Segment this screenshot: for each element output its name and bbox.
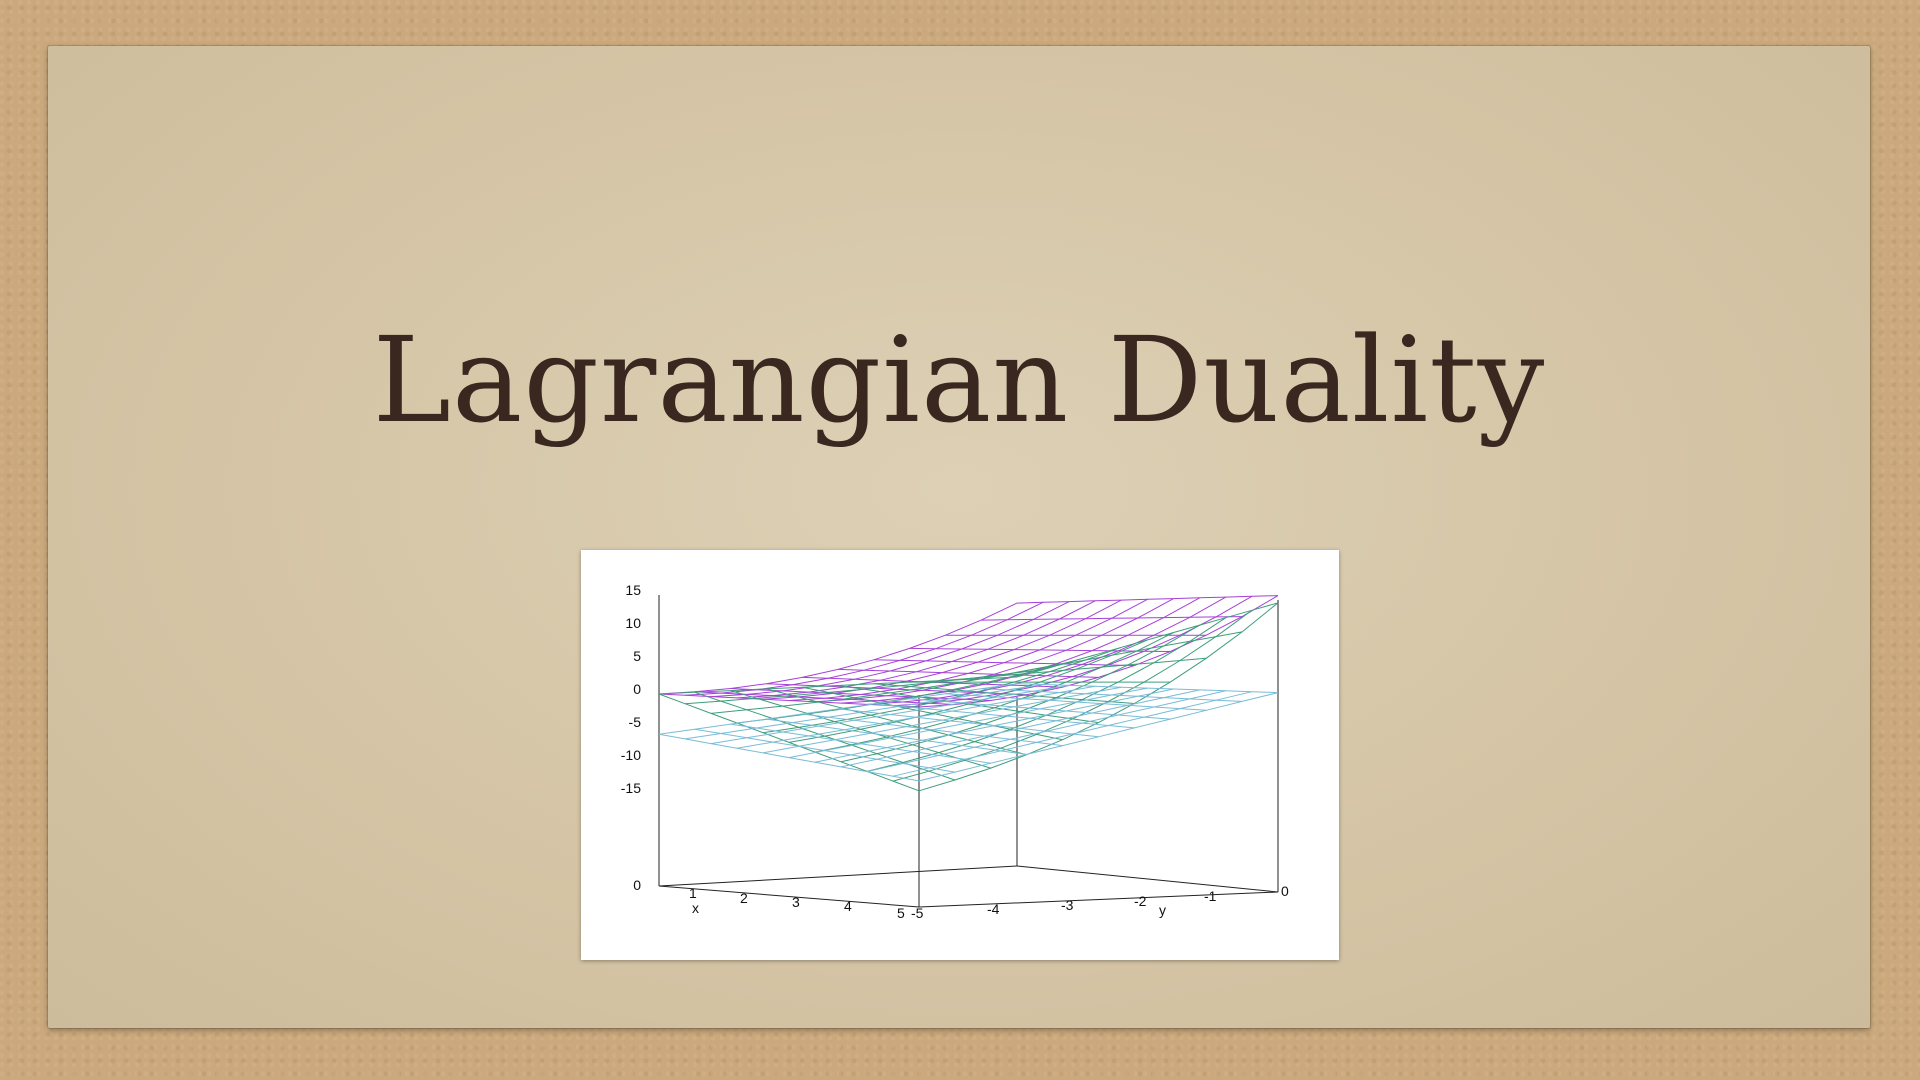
green-surface-mesh-line bbox=[840, 624, 1200, 763]
y-tick-label: 0 bbox=[1281, 883, 1289, 899]
surface-meshes bbox=[658, 595, 1279, 792]
y-tick-label: -2 bbox=[1134, 893, 1147, 909]
floor-y-axis bbox=[918, 891, 1279, 908]
blue-surface-mesh-line bbox=[1016, 683, 1279, 694]
z-base-label: 0 bbox=[633, 877, 641, 893]
x-axis-label: x bbox=[692, 900, 699, 916]
green-surface-mesh-line bbox=[918, 602, 1279, 792]
z-tick-label: 15 bbox=[625, 582, 641, 598]
green-surface-mesh-line bbox=[873, 683, 1135, 704]
x-tick-label: 2 bbox=[740, 890, 748, 906]
blue-surface-mesh-line bbox=[873, 703, 1135, 729]
green-surface-mesh-line bbox=[658, 693, 920, 792]
purple-surface-mesh-line bbox=[873, 659, 1135, 666]
paper-card bbox=[48, 46, 1870, 1028]
y-axis-label: y bbox=[1159, 902, 1166, 918]
z-tick-label: 0 bbox=[633, 681, 641, 697]
z-tick-label: -10 bbox=[621, 747, 641, 763]
surface-plot-image: 15 10 5 0 -5 -10 -15 0 1 2 3 4 5 x -5 -4… bbox=[581, 550, 1339, 960]
blue-surface-mesh-line bbox=[837, 708, 1099, 738]
floor-x-axis bbox=[658, 885, 920, 908]
y-tick-label: -4 bbox=[987, 901, 1000, 917]
green-surface-mesh-line bbox=[981, 631, 1243, 680]
x-tick-label: 3 bbox=[792, 894, 800, 910]
z-tick-label: 5 bbox=[633, 648, 641, 664]
purple-surface-mesh-line bbox=[981, 616, 1243, 621]
green-surface-mesh-line bbox=[1016, 602, 1279, 678]
blue-surface-mesh-line bbox=[866, 690, 1226, 773]
purple-surface-mesh-line bbox=[909, 647, 1171, 652]
blue-surface-mesh-line bbox=[840, 689, 1200, 768]
purple-surface-mesh-line bbox=[918, 595, 1279, 708]
y-tick-label: -1 bbox=[1204, 888, 1217, 904]
purple-surface-mesh-line bbox=[1016, 595, 1279, 604]
x-tick-label: 4 bbox=[844, 898, 852, 914]
purple-surface-mesh-line bbox=[837, 668, 1099, 678]
blue-surface-mesh-line bbox=[918, 692, 1279, 782]
floor-back-left bbox=[658, 865, 1018, 887]
x-tick-label: 1 bbox=[689, 885, 697, 901]
blue-surface-mesh-line bbox=[814, 688, 1174, 763]
z-tick-label: 10 bbox=[625, 615, 641, 631]
y-tick-label: -5 bbox=[911, 905, 924, 921]
green-surface-mesh-line bbox=[814, 632, 1174, 753]
z-tick-label: -5 bbox=[629, 714, 642, 730]
green-surface-mesh-line bbox=[945, 657, 1207, 681]
green-surface-mesh-line bbox=[837, 685, 1099, 724]
floor-back-right bbox=[1016, 865, 1279, 893]
y-tick-label: -3 bbox=[1061, 897, 1074, 913]
blue-surface-mesh-line bbox=[945, 693, 1207, 711]
blue-surface-mesh-line bbox=[909, 698, 1171, 720]
green-surface-mesh-line bbox=[892, 609, 1253, 782]
blue-surface-mesh-line bbox=[981, 688, 1243, 702]
z-tick-label: -15 bbox=[621, 780, 641, 796]
blue-surface-mesh-line bbox=[892, 691, 1253, 777]
purple-surface-mesh-line bbox=[866, 596, 1227, 705]
surface-plot-svg: 15 10 5 0 -5 -10 -15 0 1 2 3 4 5 x -5 -4… bbox=[621, 582, 1289, 921]
purple-surface-mesh-line bbox=[814, 598, 1174, 703]
slide-title: Lagrangian Duality bbox=[372, 311, 1546, 449]
x-tick-label: 5 bbox=[897, 905, 905, 921]
